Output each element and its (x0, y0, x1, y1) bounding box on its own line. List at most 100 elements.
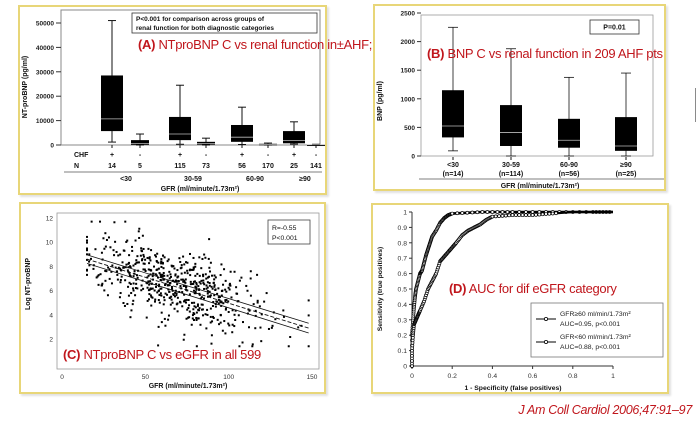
scatter-point (104, 279, 107, 282)
scatter-point (142, 268, 145, 271)
x-axis-label: GFR (ml/minute/1.73m²) (161, 186, 240, 193)
scatter-point (178, 257, 181, 260)
legend-box (530, 302, 664, 358)
scatter-point (209, 307, 212, 310)
scatter-point (151, 296, 154, 299)
scatter-point (171, 287, 174, 290)
scatter-point (256, 273, 259, 276)
scatter-point (155, 260, 158, 263)
scatter-point (159, 292, 162, 295)
scatter-point (149, 287, 152, 290)
scatter-point (132, 289, 135, 292)
scatter-point (103, 289, 106, 292)
scatter-point (229, 270, 232, 273)
roc-marker (530, 210, 535, 214)
scatter-point (170, 275, 173, 278)
x-tick-label: 100 (223, 374, 234, 381)
roc-marker (485, 210, 490, 214)
roc-marker (534, 212, 538, 217)
scatter-point (224, 307, 227, 310)
scatter-point (145, 316, 148, 319)
x-tick-label: 0 (60, 374, 64, 381)
scatter-point (171, 301, 174, 304)
scatter-point (94, 248, 97, 251)
scatter-point (172, 293, 175, 296)
x-tick-label: 50 (142, 374, 150, 381)
scatter-point (260, 313, 263, 316)
scatter-point (114, 266, 117, 269)
scatter-point (254, 327, 257, 330)
scatter-point (100, 251, 103, 254)
scatter-point (212, 282, 215, 285)
scatter-point (180, 264, 183, 267)
scatter-point (183, 293, 186, 296)
scatter-point (126, 239, 129, 242)
scatter-point (193, 305, 196, 308)
scatter-point (227, 322, 230, 325)
scatter-point (188, 304, 191, 307)
scatter-point (203, 283, 206, 286)
ci-lower-line (86, 262, 309, 334)
scatter-point (106, 294, 109, 297)
scatter-point (102, 237, 105, 240)
y-tick-label: 2 (49, 337, 53, 344)
chart-d: 0 0.2 0.4 0.6 0.8 1 0 0.1 0.2 0.3 0.4 0.5 0.6 0.7 0.8 0… (377, 210, 664, 392)
scatter-point (154, 298, 157, 301)
y-tick-label: 10000 (36, 118, 54, 125)
n-row-label: N (74, 163, 79, 170)
y-tick-label: 0.3 (398, 317, 408, 324)
scatter-point (307, 314, 310, 317)
x-category-label: ≥90 (620, 162, 632, 169)
scatter-point (141, 258, 144, 261)
y-tick-label: 1 (403, 210, 407, 217)
x-tick-label: 0.2 (447, 373, 457, 380)
scatter-point (195, 316, 198, 319)
scatter-point (163, 256, 166, 259)
scatter-point (155, 268, 158, 271)
y-tick-label: 0.2 (398, 333, 408, 340)
roc-marker (550, 211, 555, 216)
scatter-point (118, 296, 121, 299)
scatter-point (135, 282, 138, 285)
scatter-point (210, 342, 213, 345)
n-label: (n=14) (443, 171, 464, 178)
scatter-point (115, 250, 118, 253)
roc-marker (510, 210, 515, 214)
n-value: 170 (262, 163, 274, 170)
scatter-point (161, 275, 164, 278)
scatter-point (183, 279, 186, 282)
scatter-point (140, 284, 143, 287)
chf-sign: - (139, 152, 142, 159)
scatter-point (201, 303, 204, 306)
scatter-point (147, 247, 150, 250)
y-tick-label: 40000 (36, 45, 54, 52)
scatter-point (108, 268, 111, 271)
scatter-point (200, 303, 203, 306)
scatter-point (86, 258, 88, 261)
scatter-point (182, 338, 185, 341)
roc-marker (465, 210, 470, 215)
scatter-point (241, 321, 244, 324)
scatter-point (186, 308, 189, 311)
y-tick-label: 4 (49, 312, 53, 319)
n-value: 25 (290, 163, 298, 170)
scatter-point (216, 292, 219, 295)
scatter-point (224, 288, 227, 291)
scatter-point (282, 309, 285, 312)
scatter-point (224, 308, 227, 311)
x-tick-label: 0.4 (488, 373, 498, 380)
scatter-point (202, 279, 205, 282)
annotation-box (267, 219, 311, 245)
scatter-point (138, 236, 141, 239)
scatter-point (161, 273, 164, 276)
scatter-point (183, 271, 186, 274)
scatter-point (229, 284, 232, 287)
scatter-point (170, 295, 173, 298)
scatter-point (198, 293, 201, 296)
scatter-point (185, 285, 188, 288)
scatter-point (225, 290, 228, 293)
scatter-point (124, 279, 127, 282)
scatter-point (90, 220, 93, 223)
scatter-point (219, 274, 222, 277)
scatter-point (274, 318, 277, 321)
